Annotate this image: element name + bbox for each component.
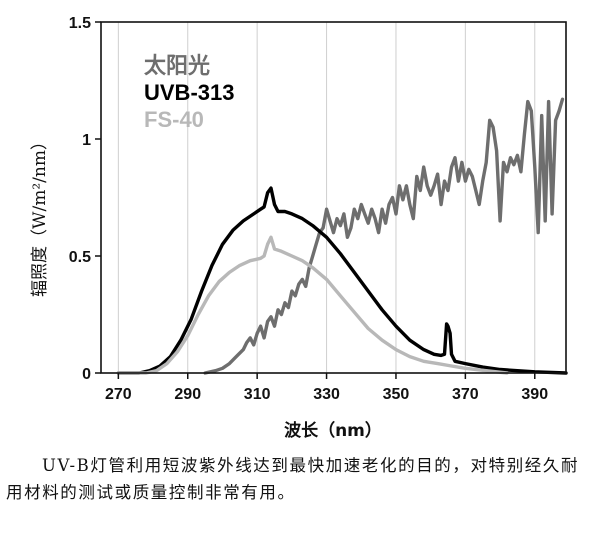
series-line-3: [116, 235, 509, 375]
y-tick-label: 0.5: [69, 249, 91, 266]
x-tick-label: 350: [383, 386, 410, 403]
plot-frame: [100, 21, 567, 374]
figure-caption: UV-B灯管利用短波紫外线达到最快加速老化的目的，对特别经久耐用材料的测试或质量…: [6, 456, 580, 502]
legend-entry: UVB-313: [144, 80, 234, 105]
y-tick-label: 1.5: [69, 15, 91, 32]
x-tick-label: 270: [105, 386, 132, 403]
x-tick-label: 290: [174, 386, 201, 403]
ticks: 270 290 310 330 350 370 390 0 0.5 1 1.5: [69, 15, 548, 403]
y-tick-label: 0: [82, 366, 91, 383]
x-axis-title: 波长（nm）: [284, 420, 382, 441]
series-line-2: [116, 186, 568, 375]
axes: [100, 21, 567, 374]
legend-entry: FS-40: [144, 107, 204, 132]
x-tick-label: 390: [521, 386, 548, 403]
series-layer: [116, 97, 568, 375]
y-axis-title: 辐照度（W/m²/nm）: [30, 133, 50, 297]
x-tick-label: 310: [244, 386, 271, 403]
x-tick-label: 330: [313, 386, 340, 403]
legend-entry: 太阳光: [144, 53, 210, 78]
gridlines: [117, 22, 536, 373]
y-tick-label: 1: [82, 132, 91, 149]
irradiance-chart: 270 290 310 330 350 370 390 0 0.5 1 1.5 太阳光UVB-313…: [30, 15, 568, 441]
x-tick-label: 370: [452, 386, 479, 403]
series-line-1: [203, 97, 565, 375]
